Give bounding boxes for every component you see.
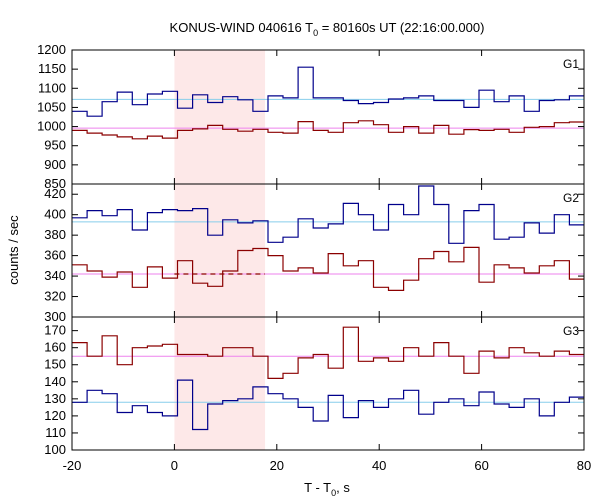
panel-g2: 300 320 340 360 380 400 420 G2 <box>44 183 585 324</box>
x-tick-label: 60 <box>474 458 488 473</box>
light-curve-red <box>72 326 584 379</box>
y-tick-label: 850 <box>44 176 66 191</box>
y-tick-label: 1200 <box>37 42 66 57</box>
y-tick-label: 120 <box>44 408 66 423</box>
y-tick-label: 150 <box>44 357 66 372</box>
y-tick-label: 1100 <box>38 80 66 95</box>
y-tick-label: 130 <box>44 391 66 406</box>
chart-title: KONUS-WIND 040616 T0 = 80160s UT (22:16:… <box>170 20 485 38</box>
y-tick-label: 1000 <box>37 119 66 134</box>
y-tick-label: 950 <box>44 138 66 153</box>
y-tick-label: 900 <box>44 157 66 172</box>
x-axis-label: T - T0, s <box>304 480 350 498</box>
light-curve-red <box>72 120 584 140</box>
x-tick-label: -20 <box>63 458 82 473</box>
x-tick-label: 80 <box>577 458 591 473</box>
light-curve-blue <box>72 379 584 431</box>
panel-frame <box>71 183 585 318</box>
y-tick-label: 320 <box>44 289 66 304</box>
y-tick-label: 100 <box>44 442 66 457</box>
y-tick-label: 170 <box>44 323 66 338</box>
light-curve-blue <box>72 185 584 244</box>
panel-frame <box>71 49 585 185</box>
panel-frame <box>71 316 585 451</box>
y-tick-label: 1150 <box>38 61 66 76</box>
y-tick-label: 160 <box>44 340 66 355</box>
y-tick-label: 400 <box>44 207 66 222</box>
y-tick-label: 340 <box>44 268 66 283</box>
x-tick-label: 40 <box>372 458 386 473</box>
y-axis-label: counts / sec <box>6 215 21 285</box>
y-tick-label: 380 <box>44 227 66 242</box>
y-tick-label: 110 <box>45 425 66 440</box>
panel-g3: 100 110 120 130 140 150 160 170 G3 <box>44 316 585 457</box>
panel-label: G3 <box>563 324 579 338</box>
plot-area: 85090095010001050110011501200G1300320340… <box>37 42 591 473</box>
y-tick-label: 360 <box>44 248 66 263</box>
y-tick-label: 140 <box>44 374 66 389</box>
x-tick-label: 0 <box>171 458 178 473</box>
light-curve-blue <box>72 66 584 117</box>
panel-label: G1 <box>563 57 579 71</box>
y-tick-label: 420 <box>44 186 66 201</box>
light-curve-red <box>72 246 584 291</box>
y-tick-label: 300 <box>44 309 66 324</box>
panel-label: G2 <box>563 191 579 205</box>
x-tick-label: 20 <box>270 458 284 473</box>
y-tick-label: 1050 <box>37 99 66 114</box>
panel-g1: 850 900 950 1000 1050 1100 1150 1200 G1 <box>37 42 585 191</box>
